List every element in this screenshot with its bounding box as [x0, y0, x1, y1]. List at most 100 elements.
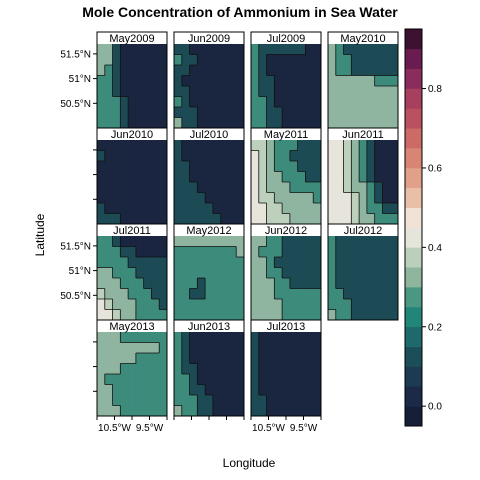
heat-cell: [120, 395, 129, 406]
heat-cell: [135, 65, 145, 76]
heat-cell: [366, 278, 376, 289]
panel-strip: [97, 32, 167, 44]
heat-cell: [274, 342, 283, 354]
heat-cell: [128, 44, 137, 55]
heat-cell: [212, 342, 222, 354]
heat-cell: [220, 342, 229, 354]
heat-cell: [390, 288, 399, 300]
heat-cell: [328, 246, 337, 258]
heat-cell: [128, 332, 137, 343]
heat-cell: [151, 140, 160, 151]
heat-cell: [328, 236, 337, 247]
heat-cell: [289, 236, 299, 247]
heat-cell: [343, 192, 352, 204]
heat-cell: [374, 75, 383, 87]
heat-cell: [351, 236, 360, 247]
heat-cell: [181, 374, 190, 385]
heat-cell: [251, 213, 260, 225]
heat-cell: [289, 54, 299, 66]
heat-cell: [313, 75, 322, 87]
heat-cell: [181, 65, 190, 76]
heat-cell: [174, 86, 183, 97]
heat-cell: [143, 246, 152, 258]
heat-cell: [104, 246, 113, 258]
heat-cell: [205, 75, 214, 87]
heat-cell: [282, 192, 291, 204]
heat-cell: [135, 363, 145, 375]
heat-cell: [366, 288, 376, 300]
heat-cell: [205, 86, 214, 97]
heat-cell: [289, 299, 299, 310]
heat-cell: [143, 65, 152, 76]
heat-cell: [328, 182, 337, 193]
heat-cell: [104, 44, 113, 55]
heat-cell: [313, 257, 322, 268]
heat-cell: [258, 213, 267, 225]
heat-cell: [97, 150, 106, 162]
heat-cell: [343, 140, 352, 151]
heat-cell: [159, 363, 168, 375]
heat-cell: [220, 54, 229, 66]
heat-cell: [128, 363, 137, 375]
heat-cell: [135, 86, 145, 97]
heat-cell: [313, 353, 322, 364]
heat-cell: [297, 203, 306, 214]
heat-cell: [104, 353, 113, 364]
heat-cell: [305, 288, 314, 300]
heat-cell: [282, 405, 291, 417]
heat-cell: [220, 203, 229, 214]
heat-cell: [120, 257, 129, 268]
heat-cell: [343, 309, 352, 321]
heat-cell: [236, 65, 245, 76]
heat-cell: [343, 299, 352, 310]
heat-cell: [258, 246, 267, 258]
heat-cell: [328, 75, 337, 87]
heat-cell: [212, 309, 222, 321]
heat-cell: [351, 288, 360, 300]
heat-cell: [120, 107, 129, 118]
heat-cell: [189, 384, 198, 396]
heat-cell: [228, 213, 237, 225]
heat-cell: [205, 236, 214, 247]
heat-cell: [159, 236, 168, 247]
heat-cell: [274, 363, 283, 375]
heat-cell: [374, 161, 383, 172]
heat-cell: [197, 44, 206, 55]
heat-cell: [251, 332, 260, 343]
heat-cell: [266, 363, 275, 375]
heat-cell: [266, 257, 275, 268]
heat-cell: [258, 44, 267, 55]
heat-cell: [212, 117, 222, 129]
colorbar-band: [405, 108, 422, 129]
heat-cell: [205, 299, 214, 310]
heat-cell: [382, 192, 391, 204]
heat-cell: [128, 182, 137, 193]
heat-cell: [228, 278, 237, 289]
heat-cell: [135, 161, 145, 172]
heat-cell: [390, 192, 399, 204]
heat-cell: [104, 342, 113, 354]
heat-cell: [128, 75, 137, 87]
heat-cell: [197, 203, 206, 214]
heat-cell: [189, 363, 198, 375]
heat-cell: [97, 161, 106, 172]
heat-cell: [104, 54, 113, 66]
heat-cell: [328, 309, 337, 321]
heat-cell: [236, 299, 245, 310]
heat-cell: [328, 257, 337, 268]
heat-cell: [282, 96, 291, 108]
heat-cell: [128, 140, 137, 151]
heat-cell: [359, 161, 368, 172]
heat-cell: [335, 140, 344, 151]
panel-label: Jun2011: [342, 129, 383, 141]
heat-cell: [366, 246, 376, 258]
heat-cell: [343, 44, 352, 55]
heat-cell: [212, 86, 222, 97]
heat-cell: [174, 192, 183, 204]
heat-cell: [120, 192, 129, 204]
heat-cell: [359, 171, 368, 183]
heat-cell: [135, 332, 145, 343]
colorbar-band: [405, 287, 422, 308]
heat-cell: [359, 203, 368, 214]
contour-lines: [97, 44, 129, 128]
